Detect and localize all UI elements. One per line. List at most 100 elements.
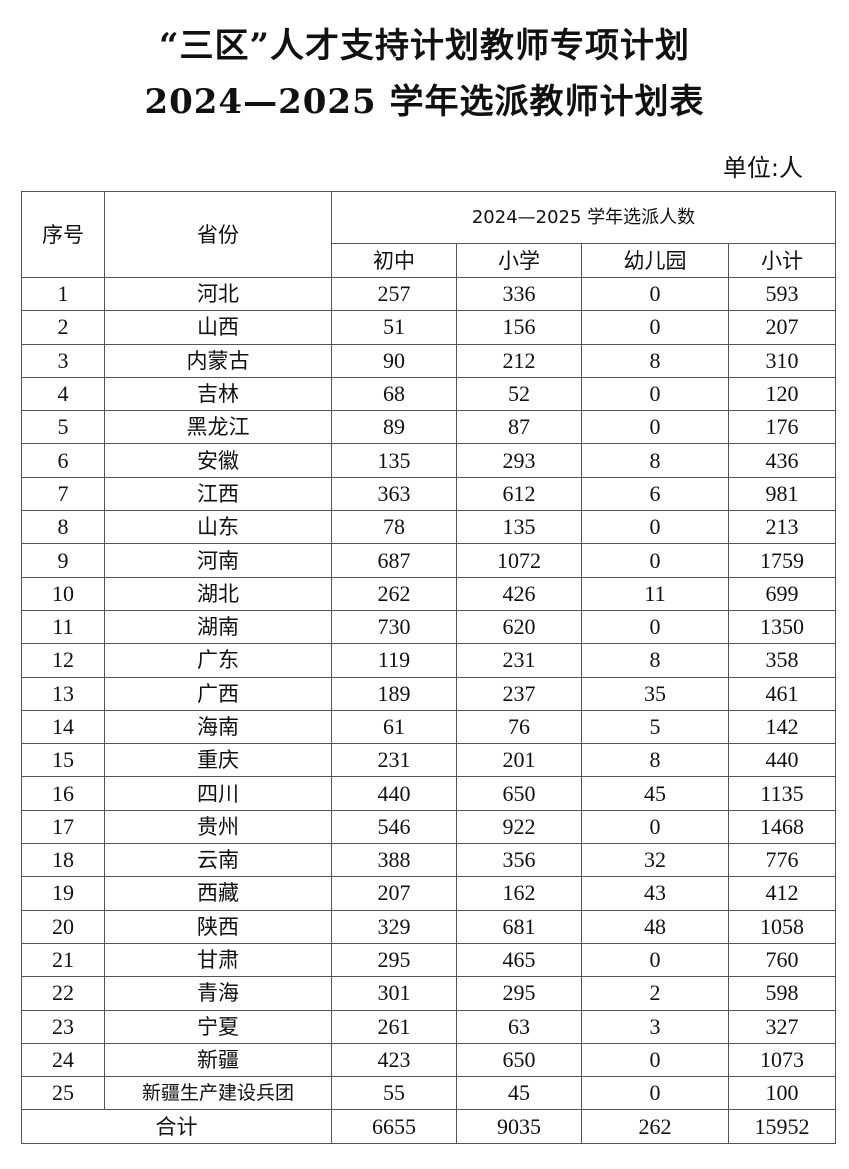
row-primary: 63 xyxy=(456,1009,582,1044)
row-kindergarten: 8 xyxy=(581,343,729,378)
row-junior-high: 257 xyxy=(331,276,457,312)
header-row: 序号 省份 2024—2025 学年选派人数 xyxy=(21,191,837,278)
table-row: 22 青海 301 295 2 598 xyxy=(21,976,837,1011)
total-row: 合计 6655 9035 262 15952 xyxy=(21,1109,837,1144)
row-kindergarten: 3 xyxy=(581,1009,729,1044)
row-index: 22 xyxy=(21,976,105,1011)
table-row: 24 新疆 423 650 0 1073 xyxy=(21,1042,837,1078)
row-kindergarten: 48 xyxy=(581,909,729,944)
row-province: 四川 xyxy=(104,776,332,811)
row-subtotal: 440 xyxy=(727,743,837,778)
row-subtotal: 1350 xyxy=(727,609,837,645)
row-kindergarten: 11 xyxy=(581,576,729,611)
row-province: 山东 xyxy=(104,510,332,545)
row-index: 6 xyxy=(21,443,105,478)
table-row: 6 安徽 135 293 8 436 xyxy=(21,443,837,478)
row-index: 24 xyxy=(21,1042,105,1078)
row-primary: 237 xyxy=(456,676,582,711)
row-province: 青海 xyxy=(104,976,332,1011)
row-primary: 156 xyxy=(456,310,582,345)
table-row: 20 陕西 329 681 48 1058 xyxy=(21,909,837,944)
row-subtotal: 760 xyxy=(727,942,837,978)
table-row: 17 贵州 546 922 0 1468 xyxy=(21,809,837,845)
row-primary: 162 xyxy=(456,876,582,911)
total-kindergarten: 262 xyxy=(581,1109,729,1144)
row-subtotal: 327 xyxy=(727,1009,837,1044)
row-kindergarten: 6 xyxy=(581,476,729,512)
row-province: 河北 xyxy=(104,276,332,312)
table-row: 15 重庆 231 201 8 440 xyxy=(21,743,837,778)
row-subtotal: 1759 xyxy=(727,543,837,578)
row-province: 新疆生产建设兵团 xyxy=(104,1076,332,1111)
row-index: 1 xyxy=(21,276,105,312)
table-row: 14 海南 61 76 5 142 xyxy=(21,709,837,745)
row-index: 17 xyxy=(21,809,105,845)
row-primary: 87 xyxy=(456,410,582,445)
row-primary: 45 xyxy=(456,1076,582,1111)
table-row: 4 吉林 68 52 0 120 xyxy=(21,376,837,412)
row-index: 16 xyxy=(21,776,105,811)
row-index: 3 xyxy=(21,343,105,378)
row-kindergarten: 0 xyxy=(581,276,729,312)
row-primary: 922 xyxy=(456,809,582,845)
teacher-plan-table: 序号 省份 2024—2025 学年选派人数 初中 小学 幼儿园 小计 1 河北 2… xyxy=(21,191,837,1144)
row-junior-high: 89 xyxy=(331,410,457,445)
row-junior-high: 363 xyxy=(331,476,457,512)
table-row: 5 黑龙江 89 87 0 176 xyxy=(21,410,837,445)
table-row: 13 广西 189 237 35 461 xyxy=(21,676,837,711)
row-index: 10 xyxy=(21,576,105,611)
row-subtotal: 598 xyxy=(727,976,837,1011)
table-row: 21 甘肃 295 465 0 760 xyxy=(21,942,837,978)
row-province: 山西 xyxy=(104,310,332,345)
row-junior-high: 423 xyxy=(331,1042,457,1078)
row-province: 海南 xyxy=(104,709,332,745)
row-subtotal: 699 xyxy=(727,576,837,611)
header-group: 2024—2025 学年选派人数 xyxy=(330,191,837,244)
title-line-1: “三区”人才支持计划教师专项计划 xyxy=(158,26,691,66)
row-kindergarten: 0 xyxy=(581,1042,729,1078)
row-province: 河南 xyxy=(104,543,332,578)
row-primary: 681 xyxy=(456,909,582,944)
row-subtotal: 207 xyxy=(727,310,837,345)
row-kindergarten: 0 xyxy=(581,609,729,645)
row-index: 2 xyxy=(21,310,105,345)
row-subtotal: 358 xyxy=(727,643,837,678)
row-primary: 52 xyxy=(456,376,582,412)
row-kindergarten: 0 xyxy=(581,510,729,545)
row-subtotal: 776 xyxy=(727,843,837,878)
row-index: 7 xyxy=(21,476,105,512)
row-subtotal: 213 xyxy=(727,510,837,545)
row-province: 甘肃 xyxy=(104,942,332,978)
row-junior-high: 329 xyxy=(331,909,457,944)
row-subtotal: 100 xyxy=(727,1076,837,1111)
row-index: 15 xyxy=(21,743,105,778)
table-row: 23 宁夏 261 63 3 327 xyxy=(21,1009,837,1044)
row-primary: 135 xyxy=(456,510,582,545)
row-index: 14 xyxy=(21,709,105,745)
row-junior-high: 295 xyxy=(331,942,457,978)
header-primary: 小学 xyxy=(456,243,582,278)
row-junior-high: 388 xyxy=(331,843,457,878)
row-junior-high: 207 xyxy=(331,876,457,911)
row-junior-high: 61 xyxy=(331,709,457,745)
row-province: 重庆 xyxy=(104,743,332,778)
row-kindergarten: 0 xyxy=(581,410,729,445)
row-junior-high: 119 xyxy=(331,643,457,678)
row-primary: 650 xyxy=(456,776,582,811)
row-kindergarten: 5 xyxy=(581,709,729,745)
row-primary: 76 xyxy=(456,709,582,745)
total-junior-high: 6655 xyxy=(331,1109,457,1144)
total-label: 合计 xyxy=(21,1109,332,1144)
row-province: 安徽 xyxy=(104,443,332,478)
row-index: 8 xyxy=(21,510,105,545)
row-primary: 426 xyxy=(456,576,582,611)
row-kindergarten: 0 xyxy=(581,809,729,845)
row-kindergarten: 8 xyxy=(581,443,729,478)
table-row: 25 新疆生产建设兵团 55 45 0 100 xyxy=(21,1076,837,1111)
row-index: 21 xyxy=(21,942,105,978)
row-index: 18 xyxy=(21,843,105,878)
row-junior-high: 301 xyxy=(331,976,457,1011)
header-province: 省份 xyxy=(104,191,332,278)
row-index: 19 xyxy=(21,876,105,911)
row-province: 陕西 xyxy=(104,909,332,944)
